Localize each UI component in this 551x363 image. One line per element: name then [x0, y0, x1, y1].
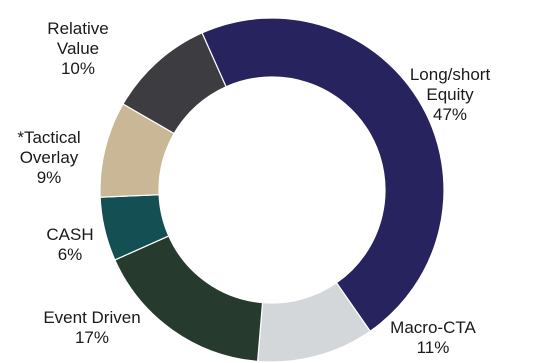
slice-label-line: Relative — [47, 19, 109, 38]
slice-value-label: 9% — [36, 168, 62, 187]
slice-label-line: CASH — [46, 225, 94, 244]
label-event-driven: Event Driven 17% — [43, 308, 140, 348]
label-long-short-equity: Long/short Equity 47% — [410, 65, 490, 125]
slice-value-label: 17% — [74, 328, 110, 347]
slice-label-line: Equity — [426, 85, 474, 104]
slice-label-line: Long/short — [409, 65, 491, 84]
slice-label-line: *Tactical — [17, 128, 81, 147]
slice-label-line: Overlay — [19, 148, 79, 167]
slice-long-short-equity — [201, 17, 445, 333]
slice-value-label: 47% — [432, 105, 468, 124]
label-macro-cta: Macro-CTA 11% — [390, 318, 476, 358]
label-cash: CASH 6% — [46, 225, 93, 265]
slice-value-label: 10% — [60, 59, 96, 78]
slice-label-line: Value — [56, 39, 100, 58]
slice-label-line: Macro-CTA — [390, 318, 476, 337]
slice-value-label: 11% — [416, 338, 450, 357]
slice-relative-value — [122, 32, 227, 135]
slice-value-label: 6% — [57, 245, 83, 264]
label-tactical-overlay: *Tactical Overlay 9% — [17, 128, 80, 188]
label-relative-value: Relative Value 10% — [47, 19, 108, 79]
slice-label-line: Event Driven — [43, 308, 141, 327]
